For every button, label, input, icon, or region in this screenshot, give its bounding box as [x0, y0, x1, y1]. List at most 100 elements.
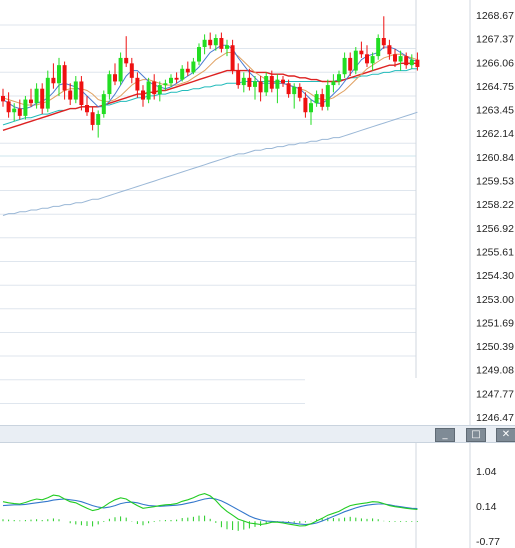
candle-body: [230, 45, 235, 71]
candle: [297, 83, 302, 102]
macd-tick-label: 1.04: [476, 466, 497, 478]
price-tick-label: 1264.75: [476, 81, 514, 93]
candle-body: [17, 108, 22, 116]
price-tick-label: 1258.22: [476, 199, 514, 211]
candle-body: [118, 57, 123, 82]
restore-button[interactable]: □: [466, 428, 486, 442]
candle: [40, 83, 45, 115]
candle: [12, 103, 17, 122]
candle-body: [197, 47, 201, 62]
candle-body: [185, 68, 190, 73]
candle-body: [6, 101, 11, 113]
candle: [325, 79, 330, 111]
candle-body: [23, 99, 28, 116]
candle-body: [376, 37, 381, 57]
candle: [79, 76, 84, 111]
candle-body: [353, 50, 358, 71]
candle: [219, 32, 224, 53]
candle-body: [398, 56, 403, 62]
candle: [365, 45, 369, 67]
candle: [202, 34, 207, 55]
candle: [387, 39, 392, 60]
candle-body: [135, 77, 140, 91]
candle: [68, 83, 73, 105]
candle-body: [219, 37, 224, 49]
candle: [258, 76, 263, 102]
candle: [247, 68, 252, 91]
candle: [101, 90, 106, 118]
candle-body: [129, 63, 134, 78]
candle: [169, 74, 173, 87]
candle-body: [325, 85, 330, 107]
candle: [113, 63, 117, 86]
candle: [230, 39, 235, 75]
candle: [191, 57, 196, 75]
candle: [57, 57, 61, 96]
candle: [6, 92, 11, 118]
candle: [45, 70, 50, 113]
minimize-button[interactable]: _: [435, 428, 455, 442]
candle: [275, 74, 280, 104]
candle: [197, 43, 201, 66]
candle-body: [73, 81, 78, 100]
candle: [342, 52, 347, 78]
candle: [1, 88, 5, 107]
candle: [107, 70, 112, 100]
candle-body: [225, 45, 229, 49]
candle: [163, 79, 168, 91]
candle-body: [320, 94, 325, 107]
candle-body: [79, 81, 84, 105]
candle: [398, 50, 403, 71]
price-tick-label: 1259.53: [476, 176, 514, 188]
candle: [376, 34, 381, 60]
candle: [236, 63, 241, 89]
candle-body: [331, 81, 336, 86]
indicator-panel-toolbar: _ □ ✕: [0, 425, 515, 443]
moving-average-ma_red: [2, 62, 418, 131]
price-tick-label: 1249.08: [476, 365, 514, 377]
candle: [174, 72, 179, 84]
candle-body: [34, 88, 39, 104]
candle: [213, 34, 218, 51]
candle-body: [101, 94, 106, 115]
candle-body: [174, 77, 179, 80]
candle-body: [337, 74, 341, 82]
candle: [309, 99, 313, 125]
candle: [124, 36, 129, 67]
candle: [85, 95, 89, 116]
candle: [303, 92, 308, 118]
candle-body: [107, 74, 112, 95]
candle-body: [57, 65, 61, 84]
candle-body: [281, 79, 285, 84]
candle-body: [247, 77, 252, 87]
candle: [348, 52, 353, 77]
candle-body: [1, 95, 5, 102]
candle: [320, 88, 325, 111]
candle: [17, 99, 22, 120]
price-tick-label: 1268.67: [476, 10, 514, 22]
candle-body: [314, 94, 319, 104]
candle: [135, 72, 140, 98]
candle: [314, 90, 319, 107]
candle: [415, 52, 420, 71]
candle: [281, 76, 285, 87]
candle-body: [146, 81, 151, 100]
candle-body: [348, 57, 353, 71]
candle-body: [365, 54, 369, 64]
close-button[interactable]: ✕: [496, 428, 515, 442]
candle-body: [309, 103, 313, 113]
price-tick-label: 1254.30: [476, 270, 514, 282]
candle: [370, 52, 375, 71]
price-tick-label: 1267.37: [476, 34, 514, 46]
candle-body: [12, 108, 17, 113]
candle-body: [208, 39, 213, 46]
candle: [185, 61, 190, 77]
candle-body: [370, 56, 375, 64]
candle-body: [404, 56, 409, 66]
candle-body: [393, 54, 397, 62]
candle-body: [381, 37, 386, 46]
candle: [409, 54, 414, 69]
candle-body: [62, 65, 67, 91]
candle-body: [253, 81, 257, 87]
macd-tick-label: 0.14: [476, 501, 497, 513]
